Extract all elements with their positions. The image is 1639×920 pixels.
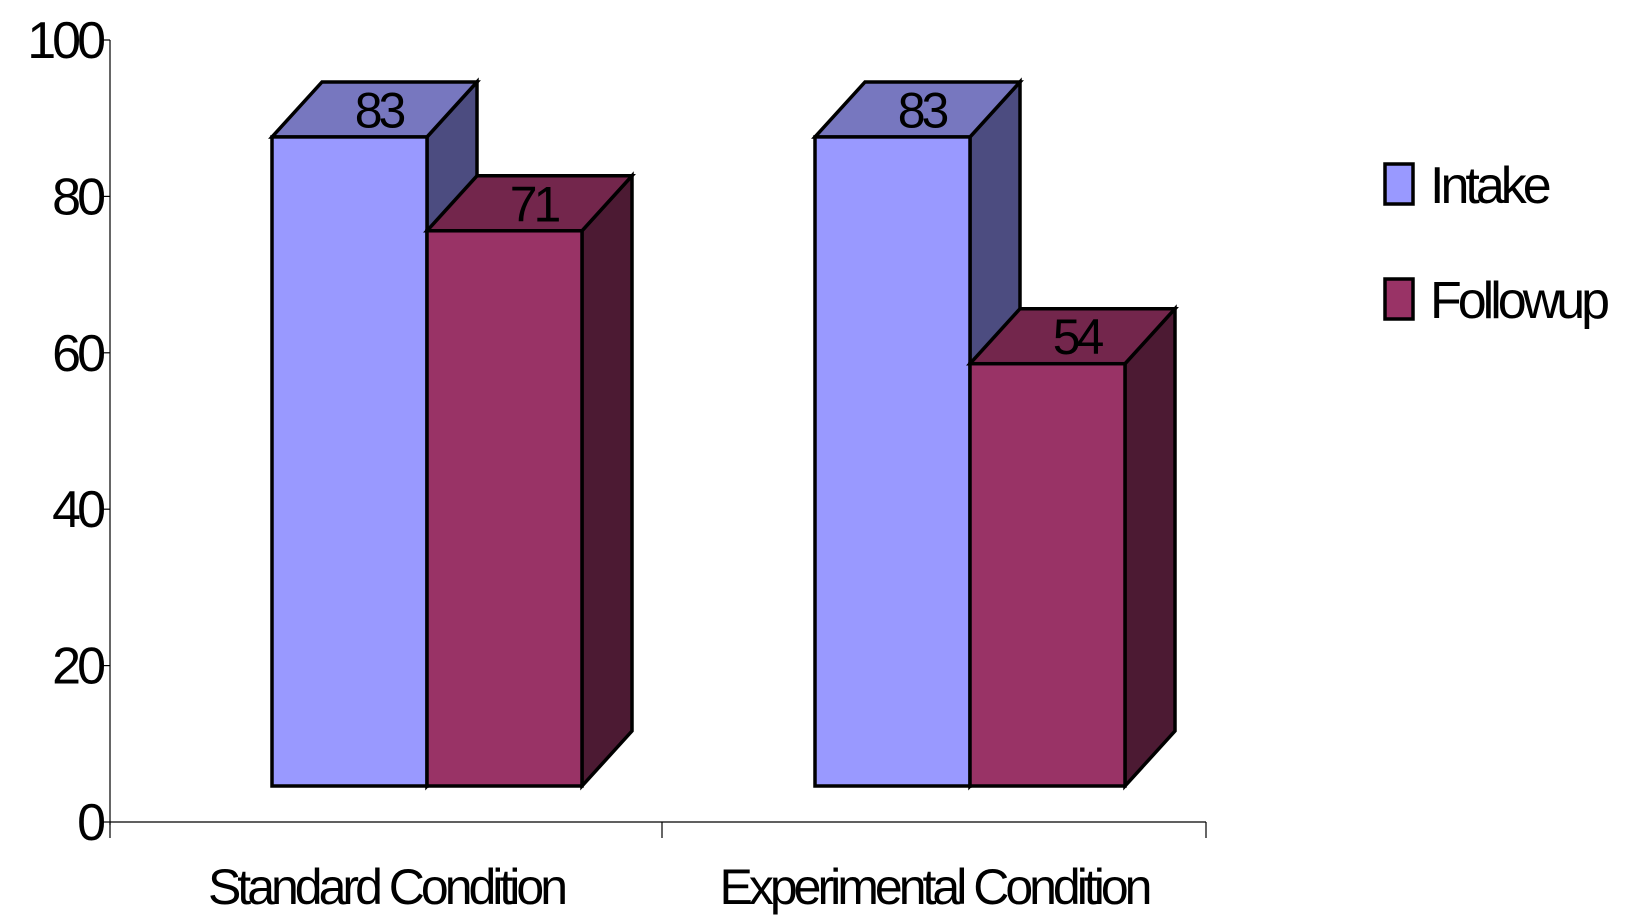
bar-front-face (813, 135, 972, 788)
legend-item-intake: Intake (1383, 157, 1554, 215)
bar-front-face (425, 229, 584, 788)
y-tick-label: 80 (52, 168, 104, 226)
bar-front-face (270, 135, 429, 788)
legend: Intake Followup (1383, 157, 1612, 330)
y-tick-label: 40 (52, 481, 104, 539)
legend-label: Followup (1430, 272, 1608, 330)
data-label: 54 (1053, 309, 1104, 365)
y-tick-label: 100 (27, 12, 104, 70)
legend-label: Intake (1430, 157, 1550, 215)
y-tick-label: 60 (52, 325, 104, 383)
bar-followup-1 (966, 304, 1179, 791)
axes-layer (102, 39, 1207, 838)
bar-front-face (968, 361, 1127, 788)
x-category-label: Standard Condition (208, 859, 565, 915)
y-tick-label: 20 (52, 638, 104, 696)
bar-followup-0 (423, 171, 636, 791)
legend-item-followup: Followup (1383, 272, 1612, 330)
bar-side-face (1123, 304, 1177, 791)
legend-swatch (1383, 277, 1415, 321)
legend-swatch (1383, 162, 1415, 206)
y-tick-label: 0 (77, 794, 104, 852)
x-category-label: Experimental Condition (720, 859, 1150, 915)
data-label: 83 (355, 82, 405, 138)
bar-side-face (580, 171, 634, 791)
data-label: 83 (898, 82, 948, 138)
data-label: 71 (510, 176, 560, 232)
bars-layer (268, 77, 1179, 791)
